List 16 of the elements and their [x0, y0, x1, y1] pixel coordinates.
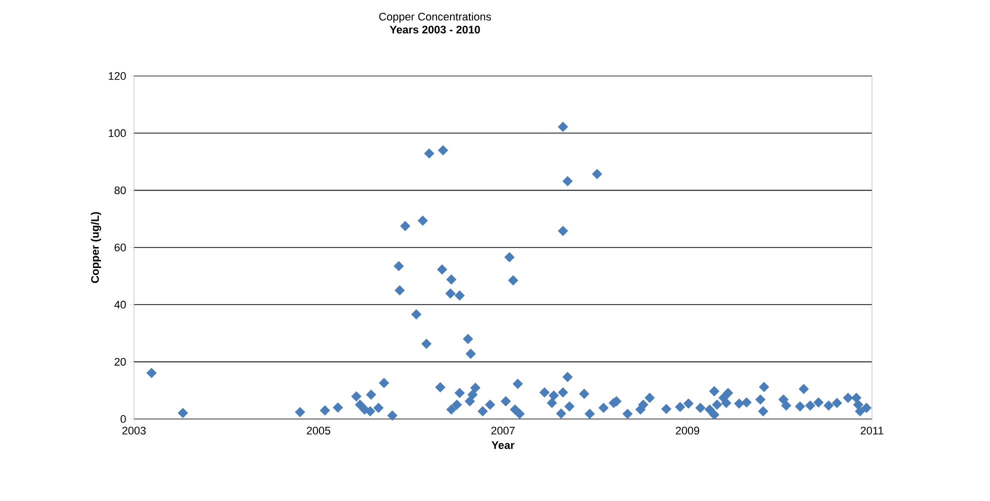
- y-tick-label: 0: [120, 415, 126, 423]
- chart-title: Copper Concentrations: [379, 12, 491, 23]
- y-tick-label: 20: [114, 358, 126, 366]
- chart-subtitle: Years 2003 - 2010: [390, 26, 480, 34]
- y-tick-label: 60: [114, 244, 126, 252]
- x-tick-label: 2011: [860, 426, 884, 435]
- y-tick-label: 40: [114, 300, 126, 309]
- y-tick-label: 100: [108, 129, 126, 138]
- x-tick-label: 2009: [676, 426, 700, 435]
- x-tick-label: 2005: [306, 426, 330, 435]
- x-tick-label: 2007: [491, 426, 515, 435]
- y-axis-title: Copper (ug/L): [90, 212, 102, 283]
- y-tick-label: 80: [114, 186, 126, 194]
- x-tick-label: 2003: [122, 426, 146, 435]
- x-axis-title: Year: [492, 441, 514, 450]
- y-tick-label: 120: [108, 72, 126, 80]
